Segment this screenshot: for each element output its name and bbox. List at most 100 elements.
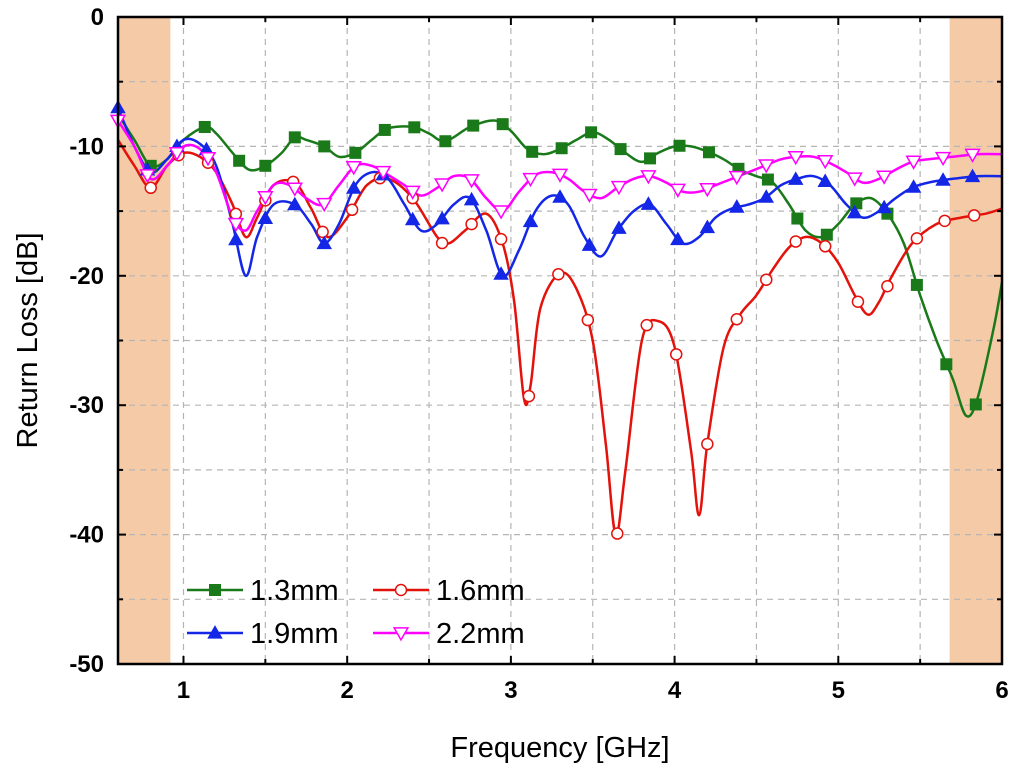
series-marker-1.3mm [850,197,863,210]
legend-label-1.9mm: 1.9mm [250,618,339,650]
series-marker-1.9mm [611,220,627,234]
series-marker-2.2mm [227,217,245,233]
series-marker-1.3mm [526,145,539,158]
series-marker-1.3mm [467,119,480,132]
series-marker-1.6mm [522,389,536,403]
series-marker-2.2mm [257,191,274,206]
series-marker-2.2mm [699,182,716,198]
series-marker-1.3mm [439,135,452,148]
series-marker-2.2mm [463,174,480,189]
series-marker-1.3mm [233,154,246,167]
series-marker-1.3mm [378,123,391,136]
series-marker-1.3mm [318,140,331,153]
legend-marker-1.3mm [209,584,221,596]
series-markers [109,99,982,540]
series-marker-1.9mm [581,237,598,251]
series-marker-1.9mm [522,213,539,228]
legend-marker-2.2mm [392,627,410,642]
series-marker-1.6mm [967,209,981,222]
series-marker-1.9mm [846,204,863,219]
series-marker-1.3mm [408,121,421,134]
series-marker-2.2mm [581,188,598,204]
legend-marker-1.9mm [207,625,223,639]
series-marker-2.2mm [286,182,303,197]
axis-ticks [118,16,1003,665]
series-line-2.2mm [118,119,1002,232]
series-marker-2.2mm [728,170,745,186]
series-marker-2.2mm [345,161,362,176]
series-marker-1.9mm [640,196,657,210]
series-marker-2.2mm [168,146,186,162]
series-marker-1.6mm [552,267,565,281]
legend-label-2.2mm: 2.2mm [436,618,525,650]
series-marker-1.3mm [673,139,686,152]
series-marker-1.3mm [969,398,982,411]
series-marker-1.3mm [585,126,598,139]
y-tick-labels: 0 -10 -20 -30 -40 -50 [69,4,104,678]
series-marker-2.2mm [199,152,217,167]
x-axis-title: Frequency [GHz] [450,732,669,764]
series-marker-1.3mm [702,146,715,159]
series-marker-2.2mm [375,165,392,181]
series-marker-1.3mm [614,143,627,156]
series-marker-1.6mm [435,236,449,250]
series-marker-1.3mm [940,358,953,371]
series-marker-2.2mm [433,178,451,193]
series-marker-1.9mm [257,210,274,225]
series-marker-1.9mm [228,231,244,246]
series-marker-1.9mm [964,168,981,183]
y-tick-label: 0 [91,4,104,31]
series-marker-1.9mm [876,199,892,214]
series-marker-1.6mm [730,312,744,326]
series-marker-1.9mm [699,219,716,234]
series-marker-1.9mm [463,191,480,206]
series-marker-1.6mm [910,232,924,245]
series-marker-2.2mm [846,172,863,187]
series-marker-2.2mm [404,185,421,200]
x-tick-label: 1 [177,677,190,704]
series-marker-2.2mm [610,180,628,196]
series-marker-2.2mm [139,169,156,184]
series-marker-1.9mm [434,210,450,225]
series-marker-1.9mm [670,231,686,246]
series-marker-1.9mm [316,235,333,250]
series-marker-1.6mm [938,214,951,228]
y-tick-label: -40 [69,522,104,549]
series-marker-1.6mm [581,313,595,327]
series-marker-1.3mm [349,146,362,159]
series-marker-2.2mm [640,170,657,185]
series-marker-2.2mm [905,155,922,170]
series-marker-1.9mm [935,172,951,186]
series-marker-2.2mm [787,150,804,166]
series-marker-2.2mm [316,197,333,213]
series-marker-1.6mm [144,181,157,195]
series-marker-2.2mm [522,172,539,188]
series-marker-1.6mm [701,437,714,451]
y-axis-title: Return Loss [dB] [12,233,44,449]
series-marker-1.9mm [758,189,775,203]
series-marker-1.6mm [316,225,329,239]
y-tick-label: -30 [69,392,104,419]
x-tick-label: 5 [832,677,845,704]
y-tick-label: -10 [69,133,104,160]
legend-label-1.3mm: 1.3mm [250,575,339,607]
series-marker-1.6mm [881,279,894,293]
series-marker-1.3mm [761,173,774,186]
series-marker-1.9mm [345,180,362,194]
series-marker-2.2mm [492,205,510,220]
legend-label-1.6mm: 1.6mm [436,575,525,607]
legend: 1.3mm 1.6mm 1.9mm 2.2mm [187,575,525,650]
series-marker-2.2mm [758,159,775,174]
series-marker-1.6mm [789,235,802,248]
series-marker-1.6mm [818,240,832,253]
series-marker-1.3mm [820,228,833,241]
series-marker-1.3mm [198,120,211,133]
series-marker-1.9mm [729,199,745,213]
series-marker-1.6mm [640,318,654,332]
grid [118,17,1002,664]
series-marker-2.2mm [875,170,893,185]
series-marker-1.3mm [259,159,272,172]
series-marker-1.9mm [404,211,421,226]
series-marker-2.2mm [934,151,952,167]
